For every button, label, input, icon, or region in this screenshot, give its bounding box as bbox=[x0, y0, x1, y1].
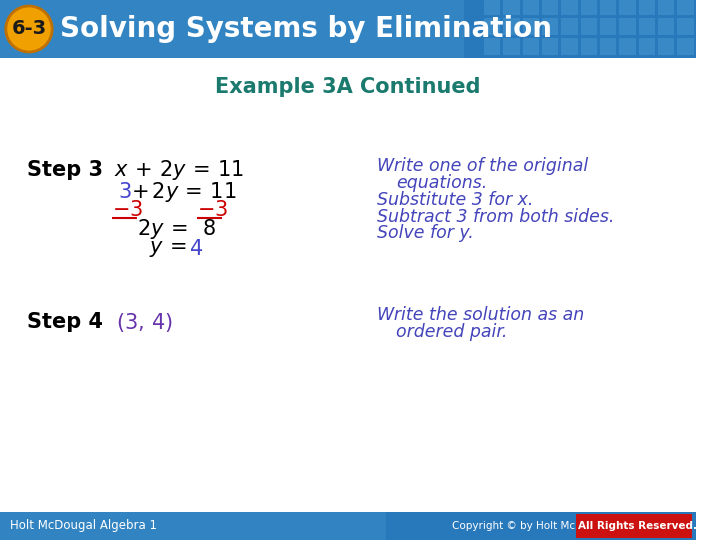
Text: $y\,=$: $y\,=$ bbox=[149, 239, 186, 259]
Bar bbox=[0, 58, 696, 512]
Bar bbox=[484, 18, 500, 35]
Text: $(3,\,4)$: $(3,\,4)$ bbox=[116, 310, 173, 334]
Text: $3$: $3$ bbox=[118, 182, 132, 202]
Bar bbox=[562, 0, 577, 15]
Bar bbox=[600, 38, 616, 55]
Bar bbox=[600, 0, 616, 15]
Bar bbox=[503, 18, 520, 35]
Bar bbox=[0, 0, 464, 58]
Bar bbox=[0, 512, 696, 540]
Bar bbox=[639, 0, 655, 15]
Bar bbox=[523, 18, 539, 35]
Bar bbox=[484, 0, 500, 15]
Bar bbox=[619, 38, 636, 55]
Text: 6-3: 6-3 bbox=[12, 19, 47, 38]
Text: equations.: equations. bbox=[396, 174, 487, 192]
Text: $2y\,=\;\;8$: $2y\,=\;\;8$ bbox=[138, 217, 217, 241]
Text: All Rights Reserved.: All Rights Reserved. bbox=[577, 521, 697, 531]
Bar bbox=[639, 18, 655, 35]
Bar bbox=[580, 18, 597, 35]
Text: Substitute 3 for x.: Substitute 3 for x. bbox=[377, 191, 533, 209]
Bar bbox=[562, 18, 577, 35]
Text: Subtract 3 from both sides.: Subtract 3 from both sides. bbox=[377, 208, 614, 226]
Bar bbox=[0, 0, 696, 58]
Text: $4$: $4$ bbox=[189, 239, 204, 259]
Bar bbox=[658, 0, 675, 15]
Text: $x\,+\,2y\,=\,11$: $x\,+\,2y\,=\,11$ bbox=[114, 158, 244, 182]
Text: Holt McDougal Algebra 1: Holt McDougal Algebra 1 bbox=[9, 519, 157, 532]
Text: Copyright © by Holt Mc Dougal.: Copyright © by Holt Mc Dougal. bbox=[452, 521, 619, 531]
Text: Example 3A Continued: Example 3A Continued bbox=[215, 77, 480, 97]
Bar bbox=[523, 38, 539, 55]
Bar bbox=[678, 18, 693, 35]
Bar bbox=[580, 38, 597, 55]
Bar bbox=[619, 0, 636, 15]
Bar bbox=[658, 18, 675, 35]
Bar bbox=[503, 0, 520, 15]
Bar bbox=[639, 38, 655, 55]
Bar bbox=[600, 18, 616, 35]
Text: Step 3: Step 3 bbox=[27, 160, 103, 180]
Text: Solve for y.: Solve for y. bbox=[377, 224, 474, 242]
Text: $-3$: $-3$ bbox=[112, 200, 143, 220]
Bar bbox=[562, 38, 577, 55]
Bar bbox=[503, 38, 520, 55]
Bar bbox=[678, 0, 693, 15]
Bar bbox=[484, 38, 500, 55]
Text: $-3$: $-3$ bbox=[197, 200, 228, 220]
Bar bbox=[523, 0, 539, 15]
Text: Write the solution as an: Write the solution as an bbox=[377, 306, 584, 324]
Bar bbox=[0, 512, 387, 540]
Text: Solving Systems by Elimination: Solving Systems by Elimination bbox=[60, 15, 552, 43]
Bar bbox=[580, 0, 597, 15]
Bar bbox=[658, 38, 675, 55]
Bar bbox=[678, 38, 693, 55]
Ellipse shape bbox=[6, 6, 52, 52]
Bar bbox=[542, 18, 559, 35]
Bar bbox=[576, 514, 692, 538]
Bar bbox=[542, 38, 559, 55]
Text: $+\,2y\,=\,11$: $+\,2y\,=\,11$ bbox=[131, 180, 237, 204]
Text: Write one of the original: Write one of the original bbox=[377, 157, 588, 175]
Bar bbox=[619, 18, 636, 35]
Text: ordered pair.: ordered pair. bbox=[396, 323, 508, 341]
Text: Step 4: Step 4 bbox=[27, 312, 103, 332]
Bar bbox=[542, 0, 559, 15]
